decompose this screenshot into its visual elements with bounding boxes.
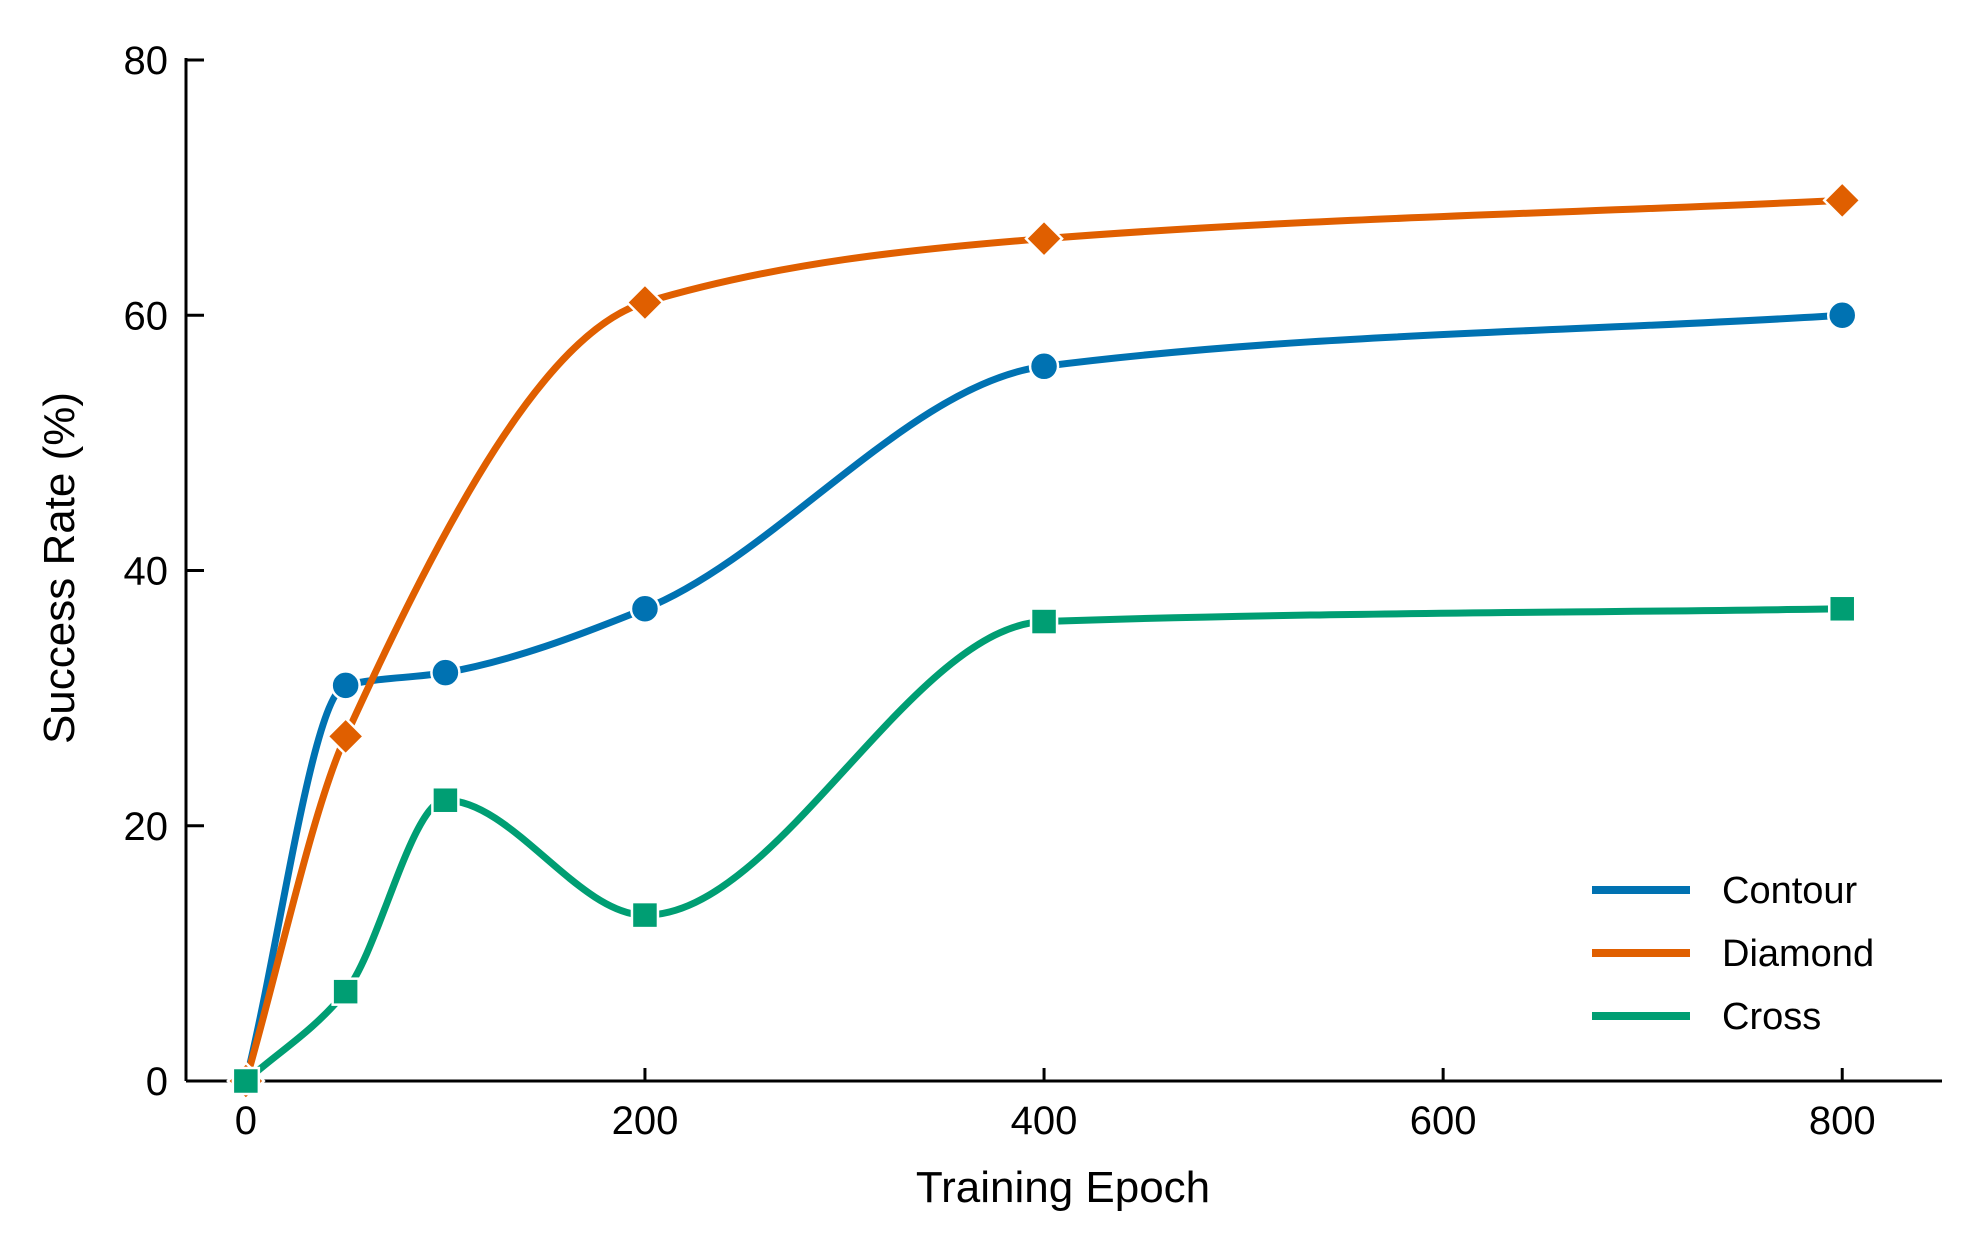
legend-label-cross: Cross xyxy=(1722,996,1821,1038)
markers-layer xyxy=(226,180,1862,1101)
y-tick-label: 0 xyxy=(146,1060,168,1104)
axes: 0 200 400 600 800 0 20 40 60 80 xyxy=(124,39,1942,1143)
x-tick-label: 600 xyxy=(1410,1099,1477,1143)
y-tick-label: 40 xyxy=(124,550,169,594)
data-point-diamond xyxy=(1024,218,1064,259)
data-point-contour xyxy=(629,593,661,625)
x-axis-title: Training Epoch xyxy=(916,1163,1210,1212)
data-point-diamond xyxy=(325,716,366,757)
data-point-cross xyxy=(231,1066,261,1096)
series-line-contour xyxy=(242,311,1846,1085)
data-point-cross xyxy=(431,785,460,815)
series-layer xyxy=(242,196,1846,1085)
legend-label-diamond: Diamond xyxy=(1722,933,1874,975)
series-line-cross xyxy=(242,605,1846,1085)
y-tick-label: 60 xyxy=(124,294,169,338)
series-line-diamond xyxy=(242,196,1846,1085)
data-point-contour xyxy=(1826,300,1858,331)
legend-label-contour: Contour xyxy=(1722,870,1858,912)
data-point-diamond xyxy=(625,282,665,323)
x-tick-label: 800 xyxy=(1809,1099,1876,1143)
legend: Contour Diamond Cross xyxy=(1592,870,1874,1038)
data-point-cross xyxy=(1827,594,1857,624)
x-tick-label: 200 xyxy=(612,1099,679,1143)
data-point-cross xyxy=(331,977,360,1006)
data-point-cross xyxy=(1029,607,1059,636)
data-point-contour xyxy=(330,670,361,701)
data-point-contour xyxy=(1028,351,1060,382)
x-tick-label: 400 xyxy=(1011,1099,1078,1143)
y-axis-title: Success Rate (%) xyxy=(35,392,84,744)
data-point-cross xyxy=(630,900,660,930)
y-tick-label: 80 xyxy=(124,39,169,83)
x-tick-label: 0 xyxy=(235,1099,257,1143)
data-point-diamond xyxy=(1822,180,1862,221)
data-point-contour xyxy=(430,657,461,688)
y-tick-label: 20 xyxy=(124,805,169,849)
